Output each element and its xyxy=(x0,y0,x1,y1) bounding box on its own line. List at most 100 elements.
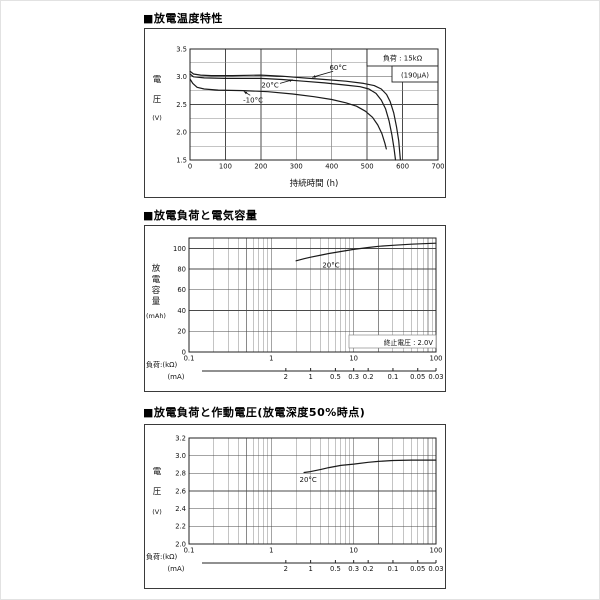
x-axis-title: 持続時間 (h) xyxy=(290,178,339,189)
current-tick-label: 1 xyxy=(308,565,312,573)
y-tick-label: 2.4 xyxy=(175,505,186,513)
y-axis-title-char: 圧 xyxy=(153,95,162,105)
series-curve xyxy=(189,78,387,150)
series-1: 20°C xyxy=(189,73,397,161)
x-tick-label: 0 xyxy=(188,163,192,171)
series-curve xyxy=(295,242,437,262)
legend-current-value: (190μA) xyxy=(401,72,429,80)
x-tick-label: 400 xyxy=(325,163,338,171)
y-axis-title-char: (mAh) xyxy=(146,312,166,320)
legend: 負荷 : 15kΩ (190μA) xyxy=(366,48,439,83)
series-label-arrowhead xyxy=(289,79,293,82)
cutoff-voltage-annotation: 終止電圧 : 2.0V xyxy=(348,334,437,349)
x-axis-tick-labels: 0.1 1 10 100 xyxy=(184,547,443,555)
x-tick-label: 200 xyxy=(254,163,267,171)
y-axis-title-char: 放 xyxy=(152,263,161,274)
current-tick-label: 2 xyxy=(284,373,288,381)
current-tick-label: 0.03 xyxy=(428,565,443,573)
series-label: 20°C xyxy=(261,82,278,90)
legend-load-value: 負荷 : 15kΩ xyxy=(383,54,423,63)
plot-border xyxy=(188,237,437,353)
current-tick-label: 1 xyxy=(308,373,312,381)
series-label-arrowhead xyxy=(243,91,248,95)
annotation-box xyxy=(348,334,437,349)
y-tick-label: 3.0 xyxy=(175,452,186,460)
chart-discharge-load-vs-operating-voltage: 3.2 3.0 2.8 2.6 2.4 2.2 2.0 0.1 1 10 100 電圧 (V) 負荷:(k… xyxy=(144,424,446,589)
y-tick-label: 2.8 xyxy=(175,470,186,478)
load-kohm-label: 負荷:(kΩ) xyxy=(146,360,177,369)
x-tick-label: 10 xyxy=(349,355,358,363)
y-tick-label: 40 xyxy=(177,307,186,315)
y-tick-label: 2.6 xyxy=(175,487,186,495)
chart-outer-frame xyxy=(144,28,446,198)
y-tick-label: 2.2 xyxy=(175,523,186,531)
y-tick-label: 80 xyxy=(177,265,186,273)
y-tick-label: 3.2 xyxy=(175,434,186,442)
y-axis-tick-labels: 3.5 3.0 2.5 2.0 1.5 xyxy=(176,45,187,164)
chart-outer-frame xyxy=(144,424,446,589)
y-axis-tick-labels: 0 20 40 60 80 100 xyxy=(173,245,186,357)
y-axis-title-char: 電 xyxy=(153,467,162,477)
y-tick-label: 20 xyxy=(177,328,186,336)
series-0: 60°C xyxy=(189,64,401,161)
legend-box-current xyxy=(391,65,439,83)
current-unit-label: (mA) xyxy=(167,565,184,573)
current-tick-label: 0.1 xyxy=(388,565,399,573)
current-tick-label: 0.3 xyxy=(348,373,359,381)
current-tick-label: 0.1 xyxy=(388,373,399,381)
current-tick-label: 0.03 xyxy=(428,373,443,381)
y-tick-label: 3.0 xyxy=(176,73,187,81)
y-axis-title-char: 電 xyxy=(153,75,162,85)
y-axis-title-char: 圧 xyxy=(153,487,162,497)
y-tick-label: 2.5 xyxy=(176,101,187,109)
y-tick-label: 2.0 xyxy=(175,540,186,548)
series-label-arrowhead xyxy=(312,75,316,78)
x-tick-label: 1 xyxy=(269,547,273,555)
series-0: 20°C xyxy=(295,242,437,269)
y-axis-title: 電圧 (V) xyxy=(152,467,162,516)
current-tick-label: 0.05 xyxy=(410,565,425,573)
y-tick-label: 60 xyxy=(177,286,186,294)
x-tick-label: 1 xyxy=(269,355,273,363)
annotation-text: 終止電圧 : 2.0V xyxy=(384,338,434,347)
y-axis-title-char: 電 xyxy=(152,275,161,285)
y-tick-label: 2.0 xyxy=(176,129,187,137)
current-unit-label: (mA) xyxy=(167,373,184,381)
current-tick-label: 0.3 xyxy=(348,565,359,573)
x-axis-tick-labels: 0.1 1 10 100 xyxy=(184,355,443,363)
section-title-discharge-temperature-characteristics: ■放電温度特性 xyxy=(143,12,223,25)
series-label: 20°C xyxy=(322,261,339,269)
x-tick-label: 700 xyxy=(432,163,445,171)
current-tick-label: 0.5 xyxy=(330,565,341,573)
y-axis-title: 電圧 (V) xyxy=(152,75,162,122)
x-tick-label: 100 xyxy=(430,547,443,555)
y-axis-title-char: (V) xyxy=(152,508,162,516)
x-tick-label: 500 xyxy=(361,163,374,171)
series-curve xyxy=(303,459,437,474)
current-tick-label: 0.5 xyxy=(330,373,341,381)
y-tick-label: 0 xyxy=(182,348,186,356)
section-title-discharge-load-vs-operating-voltage: ■放電負荷と作動電圧(放電深度50%時点) xyxy=(143,406,366,419)
y-axis-tick-labels: 3.2 3.0 2.8 2.6 2.4 2.2 2.0 xyxy=(175,434,186,548)
y-tick-label: 1.5 xyxy=(176,156,187,164)
series-curve xyxy=(189,70,401,161)
x-tick-label: 10 xyxy=(349,547,358,555)
grid xyxy=(188,437,437,545)
series-0: 20°C xyxy=(300,459,437,484)
x-axis-tick-labels: 0 100 200 300 400 500 600 700 xyxy=(188,163,445,171)
plot-border xyxy=(188,437,437,545)
y-axis-title-char: (V) xyxy=(152,114,162,122)
current-tick-label: 0.05 xyxy=(410,373,425,381)
plot-border xyxy=(189,48,439,161)
y-tick-label: 100 xyxy=(173,245,186,253)
current-axis: 負荷:(kΩ) 2 1 0.5 0.3 0.2 0.1 0.05 0.03 (mA) xyxy=(146,552,444,573)
current-axis: 負荷:(kΩ) 2 1 0.5 0.3 0.2 0.1 0.05 0.03 (mA) xyxy=(146,360,444,381)
x-tick-label: 300 xyxy=(290,163,303,171)
current-tick-label: 2 xyxy=(284,565,288,573)
x-tick-label: 0.1 xyxy=(184,355,195,363)
section-title-discharge-load-vs-capacity: ■放電負荷と電気容量 xyxy=(143,209,258,222)
load-kohm-label: 負荷:(kΩ) xyxy=(146,552,177,561)
series-label: 20°C xyxy=(300,476,317,484)
